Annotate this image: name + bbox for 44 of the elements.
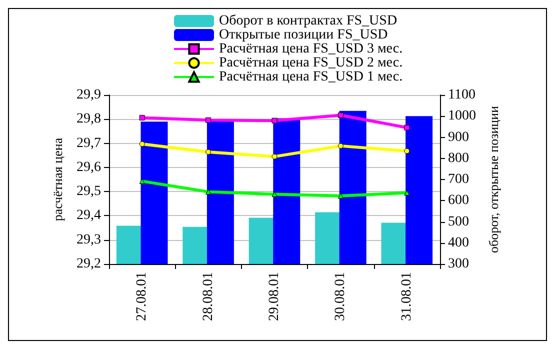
y-tick-label: 29,3: [76, 232, 101, 248]
y-tick-label: 29,2: [76, 256, 101, 272]
y2-tick-label: 500: [448, 214, 469, 230]
y2-tick-label: 400: [448, 235, 469, 250]
y2-tick-label: 900: [448, 130, 469, 145]
point: [338, 143, 344, 149]
y2-tick-label: 600: [448, 193, 469, 208]
point: [404, 124, 410, 130]
y2-tick-label: 800: [448, 150, 469, 166]
legend-label: Расчётная цена FS_USD 3 мес.: [219, 42, 403, 56]
y-tick-label: 29,4: [76, 208, 101, 224]
x-tick-label: 27.08.01: [134, 272, 150, 321]
y-axis-title: расчётная цена: [50, 138, 65, 222]
y2-tick-label: 300: [448, 256, 469, 272]
point: [272, 154, 278, 160]
point: [338, 112, 344, 118]
x-tick-label: 31.08.01: [399, 272, 414, 321]
point: [206, 117, 212, 123]
legend-label: Расчётная цена FS_USD 1 мес.: [219, 70, 403, 84]
y2-tick-label: 1100: [448, 88, 476, 102]
point: [139, 141, 145, 147]
point: [404, 148, 410, 154]
point: [206, 189, 212, 195]
y2-tick-label: 700: [448, 172, 469, 187]
point: [139, 114, 145, 120]
y-tick-label: 29,5: [76, 184, 101, 200]
y-tick-label: 29,7: [76, 136, 101, 151]
y-tick-label: 29,9: [76, 88, 101, 102]
x-tick-label: 30.08.01: [333, 272, 348, 321]
legend-label: Расчётная цена FS_USD 2 мес.: [219, 56, 403, 70]
y-tick-label: 29,8: [76, 112, 101, 127]
y2-tick-label: 1000: [448, 108, 476, 124]
legend-label: Открытые позиции FS_USD: [219, 28, 388, 42]
point: [206, 149, 212, 155]
x-tick-label: 28.08.01: [200, 272, 216, 321]
x-tick-label: 29.08.01: [267, 272, 282, 321]
point: [338, 193, 344, 199]
point: [272, 191, 278, 197]
y2-axis-title: оборот, открытые позиции: [486, 106, 501, 254]
legend-label: Оборот в контрактах FS_USD: [219, 14, 398, 28]
y-tick-label: 29,6: [76, 160, 101, 175]
point: [272, 118, 278, 124]
point: [404, 190, 410, 196]
point: [139, 178, 145, 184]
